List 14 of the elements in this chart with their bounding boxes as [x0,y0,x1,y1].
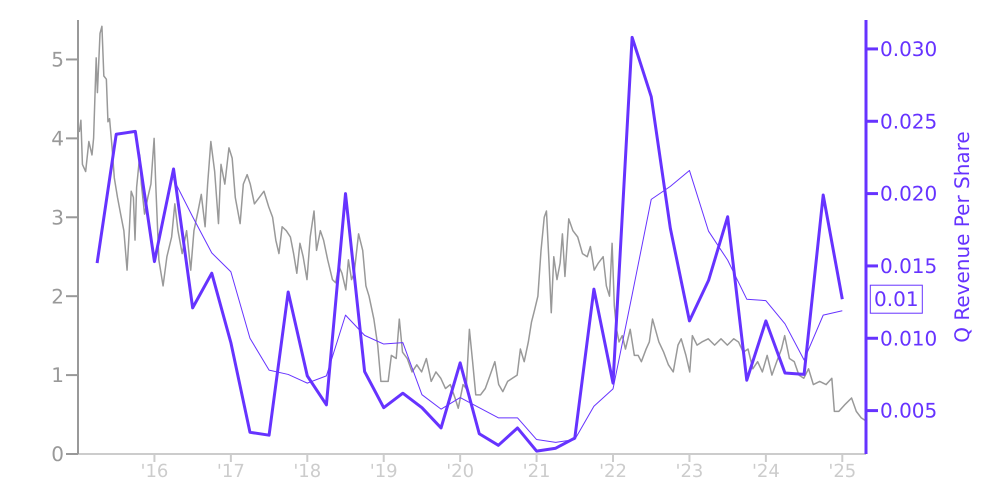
y2-tick-label: 0.010 [880,326,938,350]
y2-axis-title: Q Revenue Per Share [950,131,974,343]
y2-tick-label: 0.015 [880,254,938,278]
y-tick-label: 3 [51,205,64,230]
text: 0.01 [874,287,919,312]
y-tick-label: 1 [51,363,64,388]
y-tick-label: 2 [51,284,64,308]
y2-tick-label: 0.030 [880,37,938,62]
y2-tick-label: 0.005 [880,398,938,423]
y2-tick-label: 0.025 [880,109,938,134]
y-tick-label: 4 [51,126,64,150]
y-tick-label: 0 [51,442,64,466]
y2-tick-label: 0.020 [880,182,938,206]
y-tick-label: 5 [51,48,64,72]
